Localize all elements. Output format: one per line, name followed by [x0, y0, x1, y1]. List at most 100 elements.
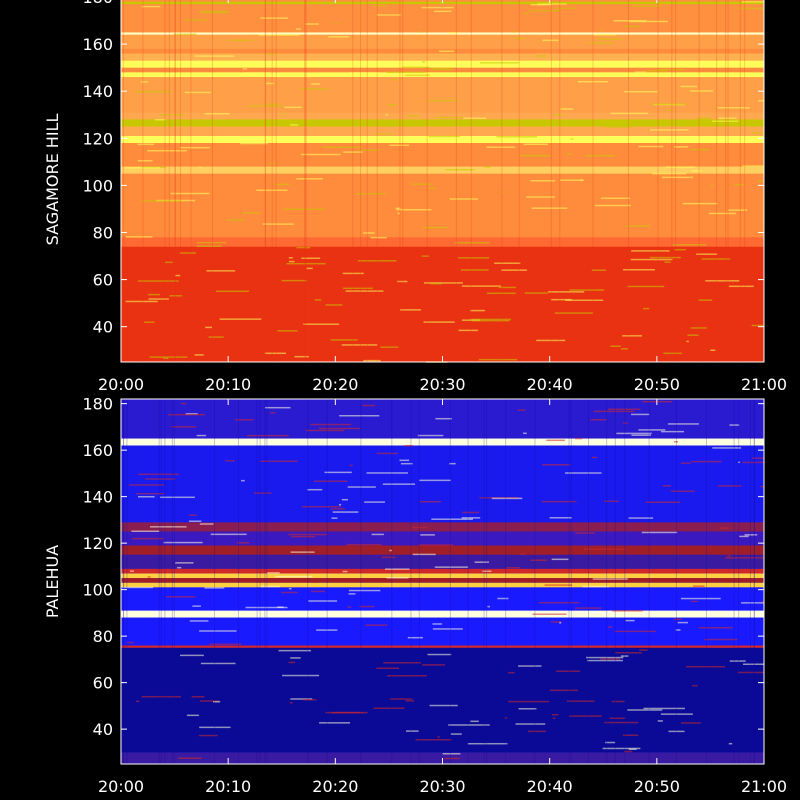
signal-speckle — [423, 321, 455, 323]
time-streak — [455, 0, 457, 362]
signal-speckle — [204, 587, 225, 589]
signal-speckle — [328, 36, 349, 38]
signal-speckle — [245, 606, 288, 609]
signal-speckle — [266, 53, 277, 55]
signal-speckle — [536, 339, 566, 342]
time-streak — [275, 0, 277, 362]
signal-speckle — [404, 444, 414, 447]
signal-speckle — [605, 741, 616, 744]
y-tick-label: 120 — [82, 534, 113, 553]
signal-speckle — [673, 146, 689, 148]
y-tick-label: 120 — [82, 129, 113, 148]
y-tick-label: 80 — [93, 627, 113, 646]
signal-speckle — [686, 340, 689, 343]
signal-speckle — [136, 492, 165, 495]
signal-speckle — [148, 298, 169, 300]
signal-speckle — [186, 714, 199, 717]
signal-speckle — [147, 576, 151, 578]
signal-speckle — [178, 757, 202, 760]
signal-speckle — [422, 664, 446, 666]
signal-speckle — [486, 292, 516, 295]
signal-speckle — [342, 287, 373, 290]
signal-speckle — [631, 413, 650, 416]
signal-speckle — [429, 68, 453, 71]
signal-speckle — [577, 80, 608, 83]
signal-speckle — [604, 500, 620, 503]
signal-speckle — [175, 274, 181, 277]
signal-speckle — [449, 198, 479, 200]
signal-speckle — [474, 561, 489, 563]
signal-speckle — [552, 713, 559, 716]
signal-speckle — [189, 514, 197, 516]
signal-speckle — [140, 81, 148, 83]
signal-speckle — [729, 424, 740, 426]
signal-speckle — [169, 295, 183, 297]
signal-speckle — [504, 717, 508, 719]
signal-speckle — [135, 700, 140, 703]
signal-speckle — [300, 153, 341, 156]
signal-speckle — [199, 166, 202, 169]
signal-speckle — [402, 66, 430, 69]
signal-speckle — [752, 457, 764, 459]
x-tick-label: 20:40 — [527, 777, 573, 796]
signal-speckle — [600, 29, 604, 32]
signal-speckle — [248, 105, 285, 107]
signal-speckle — [194, 354, 204, 356]
signal-speckle — [727, 555, 731, 557]
signal-speckle — [458, 257, 490, 259]
signal-speckle — [645, 501, 681, 504]
time-streak — [360, 399, 362, 764]
signal-speckle — [690, 148, 710, 151]
time-streak — [164, 0, 166, 362]
signal-speckle — [159, 114, 186, 116]
signal-speckle — [737, 461, 741, 464]
time-streak — [352, 0, 354, 362]
signal-speckle — [137, 143, 154, 146]
time-streak — [628, 0, 630, 362]
signal-speckle — [290, 657, 301, 659]
signal-speckle — [652, 172, 687, 175]
signal-speckle — [725, 557, 764, 559]
signal-speckle — [682, 202, 718, 205]
signal-speckle — [266, 103, 280, 105]
signal-speckle — [227, 39, 254, 41]
x-tick-label: 20:30 — [419, 375, 465, 394]
signal-speckle — [226, 219, 245, 221]
signal-speckle — [757, 180, 764, 182]
time-streak — [271, 0, 273, 362]
signal-speckle — [628, 748, 637, 751]
signal-speckle — [310, 590, 326, 593]
signal-speckle — [199, 523, 214, 525]
signal-speckle — [210, 533, 247, 536]
signal-speckle — [586, 656, 624, 659]
spectral-band — [121, 610, 764, 618]
signal-speckle — [439, 50, 455, 53]
signal-speckle — [242, 68, 248, 70]
signal-speckle — [742, 461, 764, 464]
y-tick-label: 100 — [82, 581, 113, 600]
signal-speckle — [386, 577, 409, 579]
signal-speckle — [628, 20, 668, 23]
signal-speckle — [185, 413, 198, 415]
signal-speckle — [585, 154, 615, 157]
signal-speckle — [523, 432, 527, 435]
signal-speckle — [277, 330, 298, 332]
time-streak — [399, 0, 401, 362]
signal-speckle — [411, 526, 428, 529]
signal-speckle — [314, 299, 322, 301]
signal-speckle — [205, 326, 213, 329]
signal-speckle — [437, 736, 440, 738]
signal-speckle — [582, 585, 609, 588]
signal-speckle — [241, 212, 260, 214]
signal-speckle — [322, 146, 362, 148]
signal-speckle — [665, 166, 696, 168]
signal-speckle — [397, 280, 408, 283]
signal-speckle — [663, 352, 682, 355]
time-streak — [568, 399, 570, 764]
x-tick-label: 21:00 — [741, 777, 787, 796]
signal-speckle — [420, 534, 435, 536]
spectral-band — [121, 645, 764, 648]
signal-speckle — [549, 516, 572, 519]
signal-speckle — [662, 176, 694, 179]
signal-speckle — [421, 255, 430, 257]
